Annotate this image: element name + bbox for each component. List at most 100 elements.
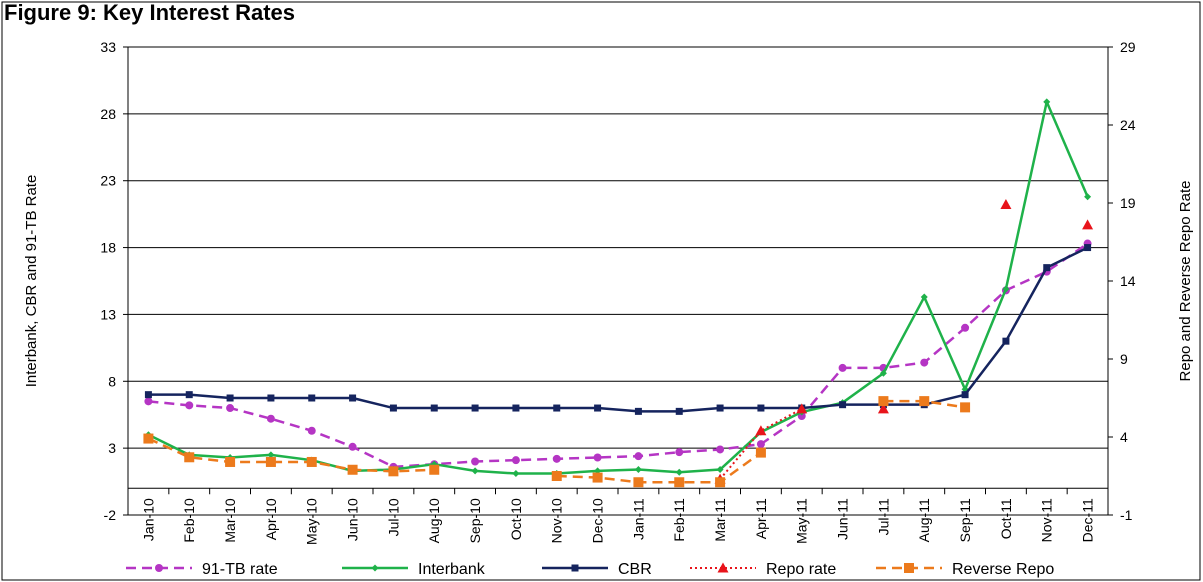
series-line: [148, 246, 1089, 413]
data-point: [306, 456, 317, 467]
x-tick-label: Aug-11: [916, 498, 932, 542]
data-point: [185, 401, 194, 410]
x-tick-label: Aug-10: [426, 498, 442, 543]
y2-axis-title: Repo and Reverse Repo Rate: [1177, 181, 1194, 382]
y2-tick-label: 4: [1120, 429, 1128, 445]
data-point: [675, 407, 683, 415]
data-point: [904, 563, 914, 573]
data-point: [430, 404, 438, 412]
data-point: [348, 442, 357, 451]
x-tick-label: Mar-10: [222, 498, 238, 543]
data-point: [960, 402, 971, 413]
legend-label: Reverse Repo: [952, 561, 1054, 578]
data-point: [184, 452, 195, 463]
series-line: [147, 437, 435, 473]
data-point: [675, 448, 684, 457]
data-point: [471, 457, 480, 466]
data-point: [266, 414, 275, 423]
data-point: [839, 401, 847, 409]
data-point: [571, 564, 579, 572]
data-point: [511, 456, 520, 465]
x-tick-label: Mar-11: [712, 498, 728, 542]
y-tick-label: 13: [100, 306, 116, 322]
x-tick-label: Apr-11: [753, 498, 769, 539]
x-tick-label: Feb-10: [181, 498, 197, 543]
data-point: [267, 394, 275, 402]
x-tick-label: Jul-11: [875, 498, 891, 535]
legend-label: 91-TB rate: [202, 561, 278, 578]
data-point: [919, 396, 930, 407]
data-point: [267, 451, 275, 459]
data-point: [225, 456, 236, 467]
x-tick-label: Dec-10: [590, 498, 606, 543]
x-tick-label: Feb-11: [671, 498, 687, 542]
data-point: [716, 466, 724, 474]
y2-tick-label: 24: [1120, 117, 1136, 133]
data-point: [551, 471, 562, 481]
data-point: [1002, 337, 1010, 345]
data-point: [1002, 285, 1010, 293]
data-point: [1082, 219, 1094, 230]
data-point: [308, 394, 316, 402]
data-point: [552, 454, 561, 463]
legend-item: CBR: [542, 561, 652, 578]
x-tick-label: Jun-10: [345, 498, 361, 541]
x-tick-label: Dec-11: [1080, 498, 1096, 542]
data-point: [185, 391, 193, 399]
legend-item: Interbank: [342, 561, 486, 578]
data-point: [717, 562, 729, 573]
y-tick-label: 18: [100, 240, 116, 256]
legend-item: 91-TB rate: [126, 561, 278, 578]
x-tick-label: Jun-11: [835, 498, 851, 540]
y2-tick-label: 29: [1120, 39, 1136, 55]
data-point: [756, 440, 765, 449]
legend-item: Reverse Repo: [876, 561, 1054, 578]
y-tick-label: 3: [108, 440, 116, 456]
y2-tick-label: -1: [1120, 507, 1133, 523]
x-tick-label: Jan-11: [630, 498, 646, 540]
series-line: [556, 451, 762, 484]
data-point: [429, 464, 440, 475]
series-cbr: [144, 244, 1092, 415]
data-point: [307, 426, 316, 435]
data-point: [961, 323, 970, 332]
data-point: [715, 477, 726, 488]
data-point: [879, 369, 887, 377]
legend: 91-TB rate Interbank CBR Repo rate Reverse R…: [126, 561, 1054, 578]
data-point: [634, 466, 642, 474]
x-tick-label: May-10: [304, 498, 320, 545]
data-point: [716, 404, 724, 412]
data-point: [755, 447, 766, 458]
data-point: [226, 404, 235, 413]
data-point: [634, 452, 643, 461]
y2-tick-label: 14: [1120, 273, 1136, 289]
data-point: [920, 358, 929, 367]
data-point: [594, 404, 602, 412]
data-point: [471, 404, 479, 412]
y-tick-label: 23: [100, 173, 116, 189]
data-point: [838, 363, 847, 372]
data-point: [1084, 244, 1092, 252]
data-point: [633, 477, 644, 488]
x-tick-label: Sep-10: [467, 498, 483, 543]
y-tick-label: -2: [104, 507, 117, 523]
x-tick-label: May-11: [794, 498, 810, 544]
y-tick-label: 8: [108, 373, 116, 389]
data-point: [877, 403, 889, 414]
data-point: [757, 404, 765, 412]
data-point: [144, 391, 152, 399]
series-reverse-repo: [143, 396, 971, 488]
data-point: [226, 394, 234, 402]
series-line: [148, 242, 1089, 469]
x-tick-label: Nov-10: [549, 498, 565, 543]
x-tick-label: Oct-11: [998, 498, 1014, 539]
legend-item: Repo rate: [690, 561, 836, 578]
chart-caption: Figure 9: Key Interest Rates: [4, 0, 295, 25]
data-point: [716, 445, 725, 454]
legend-label: Repo rate: [766, 561, 836, 578]
series-layer: [143, 98, 1094, 488]
data-point: [389, 404, 397, 412]
data-point: [1043, 98, 1051, 106]
data-point: [553, 404, 561, 412]
